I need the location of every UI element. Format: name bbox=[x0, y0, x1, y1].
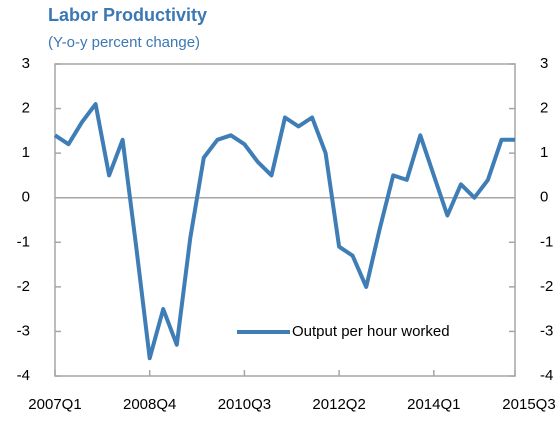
y-tick-label: -4 bbox=[17, 367, 30, 384]
y-tick-label: 2 bbox=[22, 100, 30, 117]
x-tick-label: 2012Q2 bbox=[312, 396, 365, 413]
y2-tick-label: -1 bbox=[540, 233, 553, 250]
y-tick-label: 3 bbox=[22, 55, 30, 72]
y-tick-label: -2 bbox=[17, 278, 30, 295]
y2-tick-label: -3 bbox=[540, 322, 553, 339]
x-tick-label: 2014Q1 bbox=[407, 396, 460, 413]
x-tick-label: 2010Q3 bbox=[218, 396, 271, 413]
y2-tick-label: 1 bbox=[540, 144, 548, 161]
x-tick-label: 2007Q1 bbox=[28, 396, 81, 413]
chart-title: Labor Productivity bbox=[48, 5, 207, 25]
data-line bbox=[53, 102, 515, 361]
y-tick-label: 1 bbox=[22, 144, 30, 161]
y-tick-label: -3 bbox=[17, 322, 30, 339]
y2-tick-label: 0 bbox=[540, 189, 548, 206]
x-tick-label: 2008Q4 bbox=[123, 396, 176, 413]
chart-subtitle: (Y-o-y percent change) bbox=[48, 34, 200, 51]
legend-label: Output per hour worked bbox=[292, 323, 450, 340]
y2-tick-label: 3 bbox=[540, 55, 548, 72]
plot-frame bbox=[54, 63, 516, 377]
x-tick-label: 2015Q3 bbox=[502, 396, 555, 413]
y2-tick-label: -4 bbox=[540, 367, 553, 384]
y-tick-label: 0 bbox=[22, 189, 30, 206]
y2-tick-label: 2 bbox=[540, 100, 548, 117]
y-tick-label: -1 bbox=[17, 233, 30, 250]
y2-tick-label: -2 bbox=[540, 278, 553, 295]
